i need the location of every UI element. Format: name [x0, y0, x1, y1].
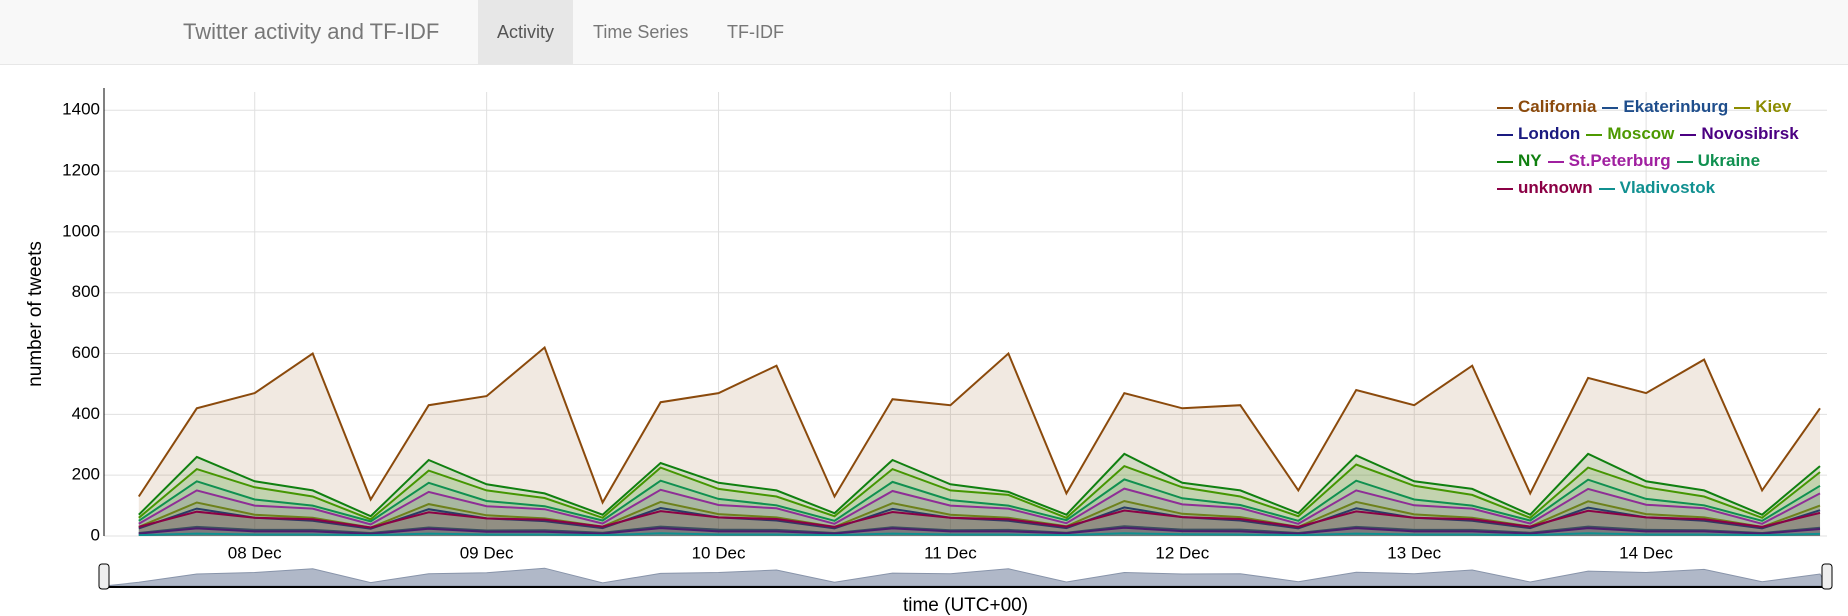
series-line [138, 509, 1821, 529]
area [138, 488, 1821, 536]
legend-swatch [1680, 133, 1697, 136]
legend-swatch [1598, 187, 1615, 190]
legend-entry[interactable]: Kiev [1734, 93, 1791, 120]
legend-label: Novosibirsk [1701, 124, 1799, 143]
legend-label: Kiev [1755, 97, 1792, 116]
legend-entry[interactable]: unknown [1497, 174, 1593, 201]
brush-handle[interactable] [98, 563, 110, 590]
brush-area [103, 567, 1828, 587]
series-line [137, 345, 1821, 505]
x-tick-label: 12 Dec [1155, 543, 1209, 562]
x-tick-label: 08 Dec [228, 543, 282, 562]
y-tick-label: 1400 [62, 100, 100, 119]
tab[interactable]: Activity [478, 0, 574, 64]
legend-swatch [1497, 133, 1513, 136]
x-axis-label: time (UTC+00) [903, 595, 1028, 616]
legend-entry[interactable]: California [1497, 93, 1596, 120]
area [138, 507, 1821, 536]
legend-label: Ukraine [1697, 151, 1761, 170]
series-line [138, 532, 1821, 536]
y-tick-label: 1200 [62, 161, 100, 180]
legend-entry[interactable]: Novosibirsk [1680, 120, 1799, 147]
legend-entry[interactable]: Ekaterinburg [1602, 93, 1728, 120]
x-tick-label: 14 Dec [1619, 543, 1673, 562]
x-tick-label: 11 Dec [924, 543, 977, 562]
series-line [138, 478, 1821, 523]
brush-handle[interactable] [1821, 563, 1833, 590]
x-tick-label: 10 Dec [692, 543, 746, 562]
legend-swatch [1497, 187, 1513, 190]
legend-entry[interactable]: Vladivostok [1598, 174, 1716, 201]
navbar: Twitter activity and TF-IDF Activity Tim… [0, 0, 1848, 65]
tab[interactable]: Time Series [593, 22, 689, 42]
x-tick-label: 09 Dec [460, 543, 514, 562]
legend-swatch [1497, 106, 1513, 109]
series-line [138, 452, 1821, 518]
tab[interactable]: TF-IDF [727, 22, 784, 42]
legend-swatch [1602, 106, 1619, 109]
legend-swatch [1547, 160, 1564, 163]
legend-entry[interactable]: St.Peterburg [1547, 147, 1671, 174]
y-tick-label: 400 [72, 404, 100, 423]
legend-swatch [1676, 160, 1693, 163]
y-tick-label: 0 [91, 525, 100, 544]
legend-swatch [1586, 133, 1603, 136]
series-line [138, 487, 1821, 526]
legend-label: Vladivostok [1619, 178, 1716, 197]
series-line [138, 463, 1821, 521]
plot [137, 345, 1821, 536]
area [138, 464, 1821, 536]
legend-swatch [1734, 106, 1751, 109]
legend-label: NY [1518, 151, 1542, 170]
legend-entry[interactable]: Ukraine [1676, 147, 1761, 174]
y-axis-label: number of tweets [25, 241, 46, 387]
legend-label: California [1518, 97, 1597, 116]
legend-label: London [1518, 124, 1581, 143]
legend-entry[interactable]: London [1497, 120, 1580, 147]
legend-entry[interactable]: NY [1497, 147, 1542, 174]
series-line [138, 499, 1821, 529]
legend-label: Ekaterinburg [1623, 97, 1729, 116]
legend-entry[interactable]: Moscow [1586, 120, 1674, 147]
legend-label: unknown [1518, 178, 1593, 197]
x-tick-label: 13 Dec [1387, 543, 1441, 562]
y-tick-label: 600 [72, 343, 100, 362]
brand[interactable]: Twitter activity and TF-IDF [183, 19, 440, 44]
y-tick-label: 800 [72, 282, 100, 301]
y-tick-label: 1000 [62, 221, 100, 240]
legend: California Ekaterinburg Kiev London Moscow No… [1497, 93, 1827, 201]
legend-swatch [1497, 160, 1513, 163]
legend-label: Moscow [1607, 124, 1675, 143]
y-tick-label: 200 [72, 465, 100, 484]
legend-label: St.Peterburg [1568, 151, 1671, 170]
chart: 0 200 400 600 800 1000 1200 1400 08 Dec 09 Dec 10 … [25, 88, 1833, 616]
series-line [138, 526, 1821, 535]
area [138, 347, 1821, 536]
